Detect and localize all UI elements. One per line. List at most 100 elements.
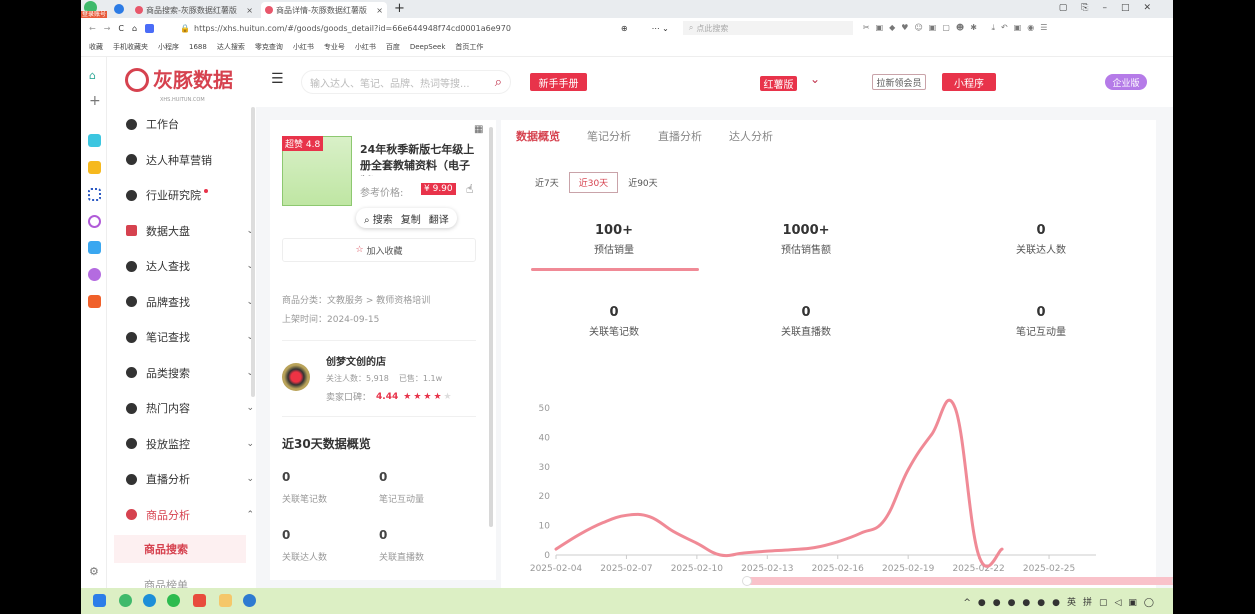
stat-item[interactable]: 0 关联笔记数 bbox=[539, 305, 689, 338]
wps-doc-icon[interactable] bbox=[219, 594, 232, 607]
chevron-down-icon[interactable]: ⌄ bbox=[246, 226, 254, 236]
add-icon[interactable]: + bbox=[89, 93, 101, 109]
bookmark-item[interactable]: 专业号 bbox=[323, 43, 345, 51]
edge-icon[interactable] bbox=[143, 594, 156, 607]
system-tray[interactable]: ^●●●●●●英拼▢◁▣◯ bbox=[963, 598, 1161, 608]
ai-icon[interactable] bbox=[145, 23, 155, 33]
bookmark-item[interactable]: 收藏 bbox=[89, 43, 103, 51]
bookmark-item[interactable]: 达人搜索 bbox=[216, 43, 245, 51]
popup-copy-button[interactable]: 复制 bbox=[400, 214, 421, 226]
sidebar-item-10[interactable]: 直播分析 ⌄ bbox=[126, 469, 254, 489]
bookmark-item[interactable]: 首页工作 bbox=[455, 43, 484, 51]
tab-goods-detail[interactable]: 商品详情-灰豚数据红薯版 × bbox=[261, 2, 387, 18]
enterprise-button[interactable]: 企业版 bbox=[1105, 74, 1147, 90]
reload-icon[interactable]: C bbox=[118, 23, 124, 33]
tab-3[interactable]: 达人分析 bbox=[729, 130, 773, 143]
qr-icon[interactable]: ▦ bbox=[474, 124, 484, 135]
chart-zoom-slider[interactable] bbox=[742, 576, 1173, 586]
app-k-icon[interactable] bbox=[243, 594, 256, 607]
sidebar-item-goods-rank[interactable]: 商品榜单 bbox=[144, 579, 188, 588]
bookmark-item[interactable]: 1688 bbox=[189, 43, 207, 51]
range-option[interactable]: 近30天 bbox=[568, 172, 619, 193]
sidebar-scrollbar[interactable] bbox=[251, 107, 255, 397]
sidebar-item-0[interactable]: 工作台 bbox=[126, 114, 246, 134]
bookmark-item[interactable]: 零克查询 bbox=[254, 43, 283, 51]
settings-icon[interactable]: ⚙ bbox=[89, 565, 99, 578]
tab-2[interactable]: 直播分析 bbox=[658, 130, 702, 143]
extension-icons[interactable]: ✂▣◆♥☺▣▢☻✱ ⤓↶▣◉☰ bbox=[862, 23, 1054, 32]
sidebar-item-9[interactable]: 投放监控 ⌄ bbox=[126, 434, 254, 454]
bookmark-item[interactable]: DeepSeek bbox=[409, 43, 446, 51]
browser-search-input[interactable]: ⌕ 点此搜索 bbox=[682, 21, 853, 35]
home-icon[interactable]: ⌂ bbox=[89, 69, 96, 82]
back-icon[interactable]: ← bbox=[89, 23, 96, 33]
main-scrollbar[interactable] bbox=[489, 127, 493, 527]
start-icon[interactable] bbox=[93, 594, 106, 607]
bookmark-item[interactable]: 百度 bbox=[385, 43, 400, 51]
range-option[interactable]: 近7天 bbox=[535, 179, 559, 189]
shop-avatar[interactable] bbox=[282, 363, 310, 391]
chevron-down-icon[interactable]: ⌄ bbox=[246, 438, 254, 449]
sidebar-item-2[interactable]: 行业研究院 bbox=[126, 185, 246, 205]
sidebar-item-11[interactable]: 商品分析 ⌃ bbox=[126, 505, 254, 525]
sidebar-item-goods-search[interactable]: 商品搜索 bbox=[114, 535, 246, 563]
chevron-down-icon[interactable]: ⌄ bbox=[246, 368, 254, 378]
zoom-icon[interactable]: ⊕ bbox=[620, 23, 628, 33]
stat-item[interactable]: 0 笔记互动量 bbox=[966, 305, 1116, 338]
add-favorite-button[interactable]: ☆ 加入收藏 bbox=[282, 238, 476, 262]
ai-app-icon[interactable] bbox=[88, 215, 101, 228]
shop-name[interactable]: 创梦文创的店 bbox=[326, 357, 386, 368]
range-option[interactable]: 近90天 bbox=[628, 179, 658, 189]
stat-item[interactable]: 100+ 预估销量 bbox=[539, 223, 689, 256]
sidebar-item-8[interactable]: 热门内容 ⌄ bbox=[126, 398, 254, 418]
forward-icon[interactable]: → bbox=[103, 23, 111, 33]
chevron-down-icon[interactable]: ⌄ bbox=[246, 297, 254, 307]
invite-member-button[interactable]: 拉新领会员 bbox=[872, 74, 926, 90]
wps-icon[interactable] bbox=[193, 594, 206, 607]
app-icon[interactable] bbox=[88, 134, 101, 147]
tab-goods-search[interactable]: 商品搜索-灰豚数据红薯版 × bbox=[131, 2, 257, 18]
bookmark-item[interactable]: 手机收藏夹 bbox=[113, 43, 148, 51]
slider-handle-right[interactable] bbox=[1172, 576, 1173, 586]
sidebar-item-4[interactable]: 达人查找 ⌄ bbox=[126, 256, 254, 276]
stat-item[interactable]: 0 关联直播数 bbox=[731, 305, 881, 338]
game-app-icon[interactable] bbox=[88, 295, 101, 308]
slider-handle-left[interactable] bbox=[742, 576, 752, 586]
menu-collapse-icon[interactable]: ☰ bbox=[271, 71, 284, 87]
sidebar-item-3[interactable]: 数据大盘 ⌄ bbox=[126, 221, 254, 241]
bookmark-item[interactable]: 小红书 bbox=[292, 43, 314, 51]
more-icon[interactable]: ⋯ ⌄ bbox=[651, 23, 669, 33]
mini-program-button[interactable]: 小程序 bbox=[942, 73, 996, 91]
wechat-icon[interactable] bbox=[167, 594, 180, 607]
tab-1[interactable]: 笔记分析 bbox=[587, 130, 631, 143]
logo[interactable]: 灰豚数据 bbox=[125, 67, 233, 93]
url-field[interactable]: https://xhs.huitun.com/#/goods/goods_det… bbox=[194, 23, 511, 33]
network-app-icon[interactable] bbox=[88, 188, 101, 201]
global-search-input[interactable]: 输入达人、笔记、品牌、热词等搜... ⌕ bbox=[301, 70, 511, 94]
chevron-up-icon[interactable]: ⌃ bbox=[246, 509, 254, 520]
close-tab-icon[interactable]: × bbox=[376, 5, 383, 15]
stat-item[interactable]: 1000+ 预估销售额 bbox=[731, 223, 881, 256]
search-icon[interactable]: ⌕ bbox=[494, 74, 502, 90]
sidebar-item-1[interactable]: 达人种草营销 bbox=[126, 150, 246, 170]
popup-search-button[interactable]: ⌕ 搜索 bbox=[364, 214, 393, 226]
chevron-down-icon[interactable]: ⌄ bbox=[246, 474, 254, 484]
close-tab-icon[interactable]: × bbox=[246, 5, 253, 15]
ai-app-icon[interactable] bbox=[88, 241, 101, 254]
stat-item[interactable]: 0 关联达人数 bbox=[966, 223, 1116, 256]
window-controls[interactable]: ▢⎘–□✕ bbox=[1058, 3, 1165, 13]
profile-badge[interactable]: 登录账号 bbox=[81, 11, 108, 18]
sidebar-item-6[interactable]: 笔记查找 ⌄ bbox=[126, 327, 254, 347]
sidebar-item-5[interactable]: 品牌查找 ⌄ bbox=[126, 292, 254, 312]
tab-0[interactable]: 数据概览 bbox=[516, 130, 560, 143]
chat-app-icon[interactable] bbox=[88, 268, 101, 281]
beginner-guide-button[interactable]: 新手手册 bbox=[530, 73, 587, 91]
bookmark-item[interactable]: 小程序 bbox=[158, 43, 179, 51]
chevron-down-icon[interactable]: ⌄ bbox=[246, 332, 254, 342]
chevron-down-icon[interactable]: ⌄ bbox=[246, 261, 254, 271]
star-app-icon[interactable] bbox=[88, 161, 101, 174]
chevron-down-icon[interactable]: ⌄ bbox=[246, 403, 254, 413]
sidebar-item-7[interactable]: 品类搜索 ⌄ bbox=[126, 363, 254, 383]
bookmark-item[interactable]: 小红书 bbox=[354, 43, 376, 51]
extension-icon[interactable] bbox=[114, 4, 124, 14]
